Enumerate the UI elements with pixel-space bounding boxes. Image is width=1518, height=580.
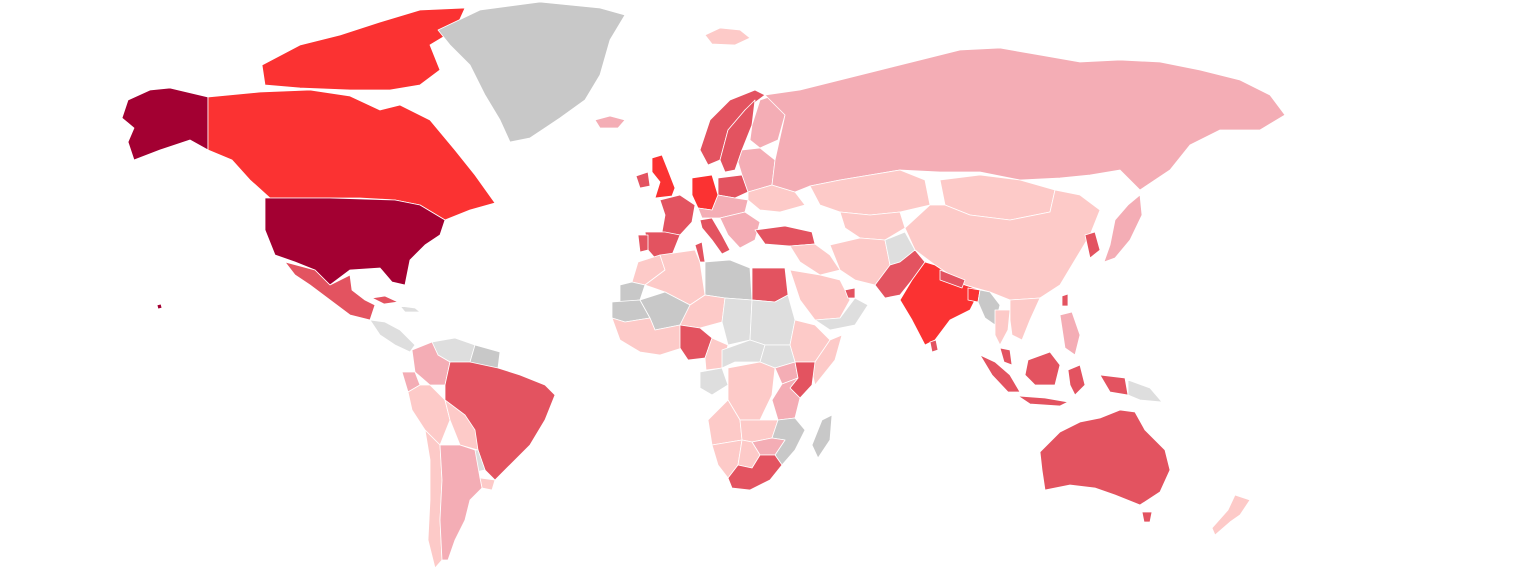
region-sri-lanka[interactable] xyxy=(929,339,939,353)
region-greenland[interactable] xyxy=(437,1,626,143)
region-sulawesi[interactable] xyxy=(1067,364,1086,396)
region-united-states[interactable] xyxy=(264,197,446,286)
region-australia[interactable] xyxy=(1039,409,1171,506)
region-united-kingdom[interactable] xyxy=(651,154,676,199)
region-canadian-arctic-islands[interactable] xyxy=(261,7,466,91)
region-ireland[interactable] xyxy=(635,171,651,189)
region-alaska[interactable] xyxy=(121,87,209,161)
region-argentina[interactable] xyxy=(439,444,483,561)
region-iceland[interactable] xyxy=(594,115,626,129)
region-tasmania[interactable] xyxy=(1141,511,1153,523)
region-turkey[interactable] xyxy=(754,225,816,247)
region-borneo-kalimantan[interactable] xyxy=(1024,351,1061,386)
region-hawaii[interactable] xyxy=(156,303,163,310)
region-taiwan[interactable] xyxy=(1061,293,1069,307)
region-finland[interactable] xyxy=(749,94,786,149)
region-new-guinea-west[interactable] xyxy=(1099,374,1129,396)
region-java[interactable] xyxy=(1017,395,1069,407)
region-italy[interactable] xyxy=(699,217,731,255)
region-sumatra[interactable] xyxy=(979,354,1021,393)
region-papua-new-guinea[interactable] xyxy=(1127,379,1163,403)
region-gabon-congo[interactable] xyxy=(699,367,729,396)
region-malaysia[interactable] xyxy=(999,347,1013,366)
region-japan[interactable] xyxy=(1103,194,1143,263)
region-saudi-arabia[interactable] xyxy=(789,269,851,321)
region-canada[interactable] xyxy=(207,89,496,221)
region-chile[interactable] xyxy=(424,429,443,569)
region-philippines[interactable] xyxy=(1059,311,1081,356)
region-balkans[interactable] xyxy=(719,211,761,249)
region-mexico[interactable] xyxy=(284,261,376,321)
region-france[interactable] xyxy=(659,194,696,236)
region-russia[interactable] xyxy=(764,47,1286,193)
region-thailand[interactable] xyxy=(994,309,1011,346)
region-madagascar[interactable] xyxy=(811,414,833,459)
region-yemen-oman[interactable] xyxy=(814,297,869,331)
region-svalbard[interactable] xyxy=(704,27,751,46)
region-new-zealand[interactable] xyxy=(1211,494,1251,536)
region-libya[interactable] xyxy=(704,259,753,301)
region-indochina[interactable] xyxy=(1009,297,1041,341)
region-cuba[interactable] xyxy=(371,295,399,305)
region-caribbean[interactable] xyxy=(399,305,421,313)
region-tanzania[interactable] xyxy=(771,377,801,421)
region-egypt[interactable] xyxy=(751,267,789,303)
region-korea[interactable] xyxy=(1084,231,1101,259)
region-poland[interactable] xyxy=(717,174,749,199)
region-western-sahara[interactable] xyxy=(619,281,646,303)
region-nepal[interactable] xyxy=(939,269,966,289)
region-central-asia[interactable] xyxy=(839,211,906,241)
region-portugal[interactable] xyxy=(637,234,649,253)
region-sudan[interactable] xyxy=(749,294,796,346)
region-central-america[interactable] xyxy=(369,319,416,353)
region-south-africa[interactable] xyxy=(727,454,783,491)
region-chad[interactable] xyxy=(721,297,753,346)
